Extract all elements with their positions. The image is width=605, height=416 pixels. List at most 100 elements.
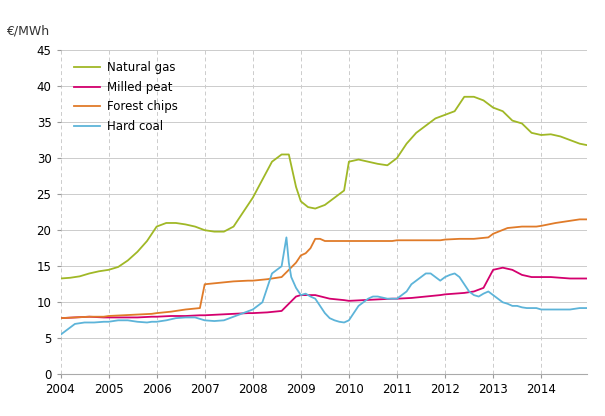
Forest chips xyxy=(292,260,299,265)
Milled peat xyxy=(538,275,545,280)
Milled peat xyxy=(86,314,93,319)
Milled peat xyxy=(230,311,237,316)
Milled peat xyxy=(71,315,79,320)
Forest chips xyxy=(86,314,93,319)
Milled peat xyxy=(100,315,108,320)
Hard coal xyxy=(336,319,343,324)
Forest chips xyxy=(307,246,314,251)
Hard coal xyxy=(57,332,64,337)
Forest chips xyxy=(297,253,304,258)
Forest chips xyxy=(264,277,271,282)
Forest chips xyxy=(576,217,583,222)
Milled peat xyxy=(509,267,516,272)
Natural gas xyxy=(191,224,198,229)
Forest chips xyxy=(153,311,160,316)
Forest chips xyxy=(470,236,477,241)
Milled peat xyxy=(292,294,299,299)
Milled peat xyxy=(249,311,257,316)
Milled peat xyxy=(374,297,381,302)
Milled peat xyxy=(442,292,449,297)
Milled peat xyxy=(557,275,564,280)
Hard coal xyxy=(62,329,69,334)
Forest chips xyxy=(215,280,223,285)
Line: Forest chips: Forest chips xyxy=(60,219,587,318)
Milled peat xyxy=(460,290,468,295)
Hard coal xyxy=(355,303,362,308)
Natural gas xyxy=(566,138,574,143)
Milled peat xyxy=(576,276,583,281)
Forest chips xyxy=(148,311,155,316)
Milled peat xyxy=(264,310,271,315)
Milled peat xyxy=(341,297,348,302)
Milled peat xyxy=(182,314,189,319)
Milled peat xyxy=(148,314,155,319)
Forest chips xyxy=(249,278,257,283)
Milled peat xyxy=(57,316,64,321)
Milled peat xyxy=(437,292,444,297)
Forest chips xyxy=(134,312,141,317)
Milled peat xyxy=(499,265,506,270)
Forest chips xyxy=(360,238,367,243)
Forest chips xyxy=(437,238,444,243)
Forest chips xyxy=(442,237,449,242)
Milled peat xyxy=(470,289,477,294)
Line: Natural gas: Natural gas xyxy=(60,97,587,278)
Forest chips xyxy=(321,238,329,243)
Natural gas xyxy=(57,276,64,281)
Natural gas xyxy=(442,112,449,117)
Forest chips xyxy=(57,316,64,321)
Forest chips xyxy=(566,218,574,223)
Line: Milled peat: Milled peat xyxy=(60,267,587,318)
Milled peat xyxy=(566,276,574,281)
Forest chips xyxy=(278,275,285,280)
Hard coal xyxy=(583,306,590,311)
Milled peat xyxy=(583,276,590,281)
Natural gas xyxy=(403,141,410,146)
Forest chips xyxy=(538,223,545,228)
Milled peat xyxy=(119,315,126,320)
Forest chips xyxy=(374,238,381,243)
Forest chips xyxy=(316,236,324,241)
Milled peat xyxy=(518,272,526,277)
Milled peat xyxy=(408,295,415,300)
Forest chips xyxy=(100,314,108,319)
Natural gas xyxy=(583,143,590,148)
Milled peat xyxy=(196,313,203,318)
Milled peat xyxy=(422,294,430,299)
Forest chips xyxy=(422,238,430,243)
Forest chips xyxy=(533,224,540,229)
Forest chips xyxy=(504,225,511,230)
Forest chips xyxy=(168,309,175,314)
Hard coal xyxy=(100,319,108,324)
Forest chips xyxy=(244,278,252,283)
Forest chips xyxy=(201,282,208,287)
Natural gas xyxy=(460,94,468,99)
Milled peat xyxy=(345,298,353,303)
Forest chips xyxy=(485,235,492,240)
Hard coal xyxy=(283,235,290,240)
Forest chips xyxy=(71,315,79,320)
Milled peat xyxy=(297,292,304,297)
Forest chips xyxy=(302,251,309,256)
Natural gas xyxy=(509,118,516,123)
Milled peat xyxy=(134,315,141,320)
Milled peat xyxy=(393,296,401,301)
Milled peat xyxy=(153,314,160,319)
Milled peat xyxy=(528,275,535,280)
Forest chips xyxy=(182,307,189,312)
Milled peat xyxy=(489,267,497,272)
Forest chips xyxy=(336,238,343,243)
Forest chips xyxy=(388,238,396,243)
Forest chips xyxy=(456,236,463,241)
Text: €/MWh: €/MWh xyxy=(6,25,49,37)
Milled peat xyxy=(388,296,396,301)
Natural gas xyxy=(182,222,189,227)
Forest chips xyxy=(489,231,497,236)
Milled peat xyxy=(105,315,112,320)
Hard coal xyxy=(489,292,497,297)
Forest chips xyxy=(326,238,333,243)
Forest chips xyxy=(552,220,559,225)
Legend: Natural gas, Milled peat, Forest chips, Hard coal: Natural gas, Milled peat, Forest chips, … xyxy=(71,59,180,135)
Line: Hard coal: Hard coal xyxy=(60,238,587,335)
Milled peat xyxy=(451,291,459,296)
